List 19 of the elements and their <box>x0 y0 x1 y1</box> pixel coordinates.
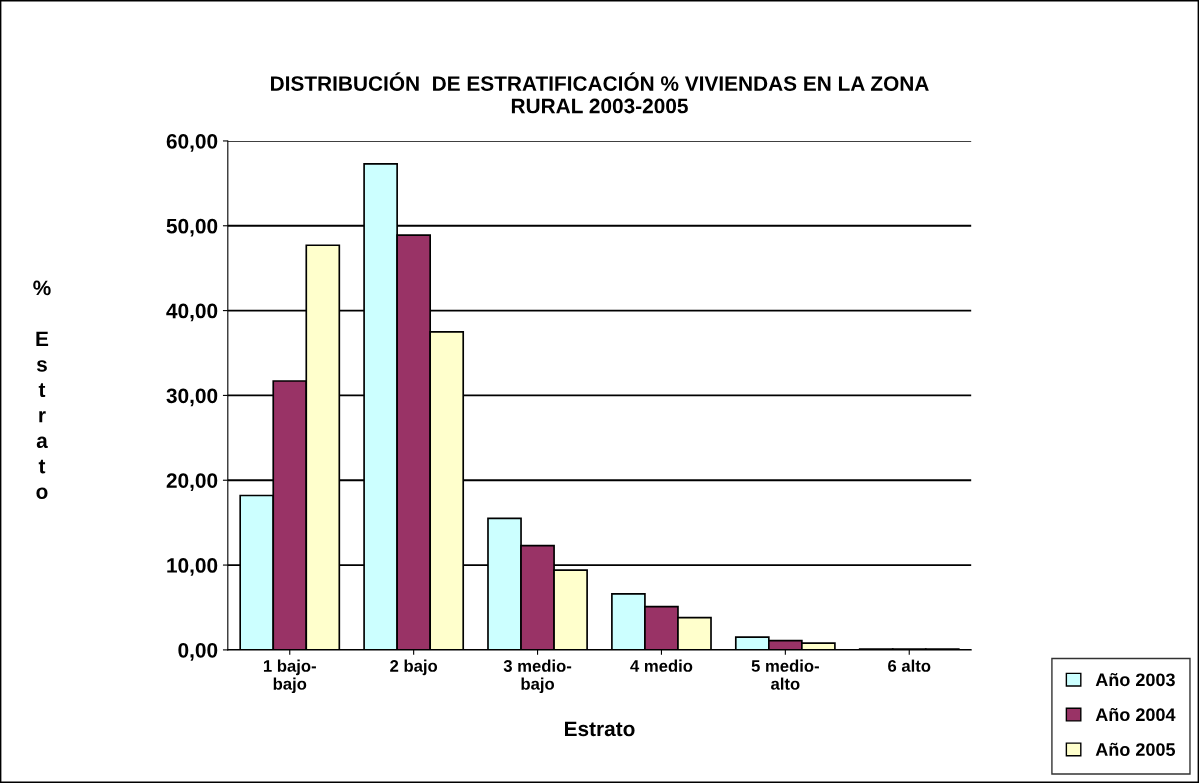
x-tick-label: 2 bajo <box>390 659 438 676</box>
x-tick-label: 6 alto <box>888 659 931 672</box>
y-tick-label: 20,00 <box>166 473 218 492</box>
x-tick-label: 3 medio- bajo <box>503 659 572 694</box>
legend-label: Año 2004 <box>1095 707 1176 722</box>
chart-title: DISTRIBUCIÓN DE ESTRATIFICACIÓN % VIVIENDAS EN LA ZONA RURAL 2003-2005 <box>271 72 929 114</box>
text: % Estrato <box>33 280 51 499</box>
y-tick-label: 60,00 <box>166 133 218 152</box>
legend-label: Año 2003 <box>1095 672 1175 687</box>
y-tick-label: 50,00 <box>166 218 218 237</box>
y-tick-label: 10,00 <box>167 558 218 576</box>
y-tick-label: 0,00 <box>178 642 218 661</box>
x-tick-label: 4 medio <box>630 659 693 672</box>
y-tick-label: 30,00 <box>166 388 218 407</box>
x-tick-label: 1 bajo- bajo <box>263 659 316 694</box>
y-tick-label: 40,00 <box>166 303 218 322</box>
legend-label: Año 2005 <box>1095 742 1176 756</box>
x-tick-label: 5 medio- alto <box>751 659 819 690</box>
x-axis-title: Estrato <box>565 721 635 737</box>
